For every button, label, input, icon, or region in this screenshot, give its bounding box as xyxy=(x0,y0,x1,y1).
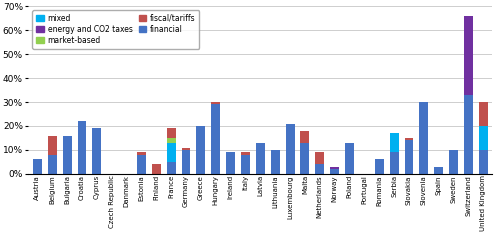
Legend: mixed, energy and CO2 taxes, market-based, fiscal/tariffs, financial: mixed, energy and CO2 taxes, market-base… xyxy=(32,10,199,49)
Bar xyxy=(256,143,265,174)
Bar xyxy=(48,155,57,174)
Bar xyxy=(211,102,220,104)
Bar xyxy=(182,150,191,174)
Bar xyxy=(434,167,443,174)
Bar xyxy=(93,128,101,174)
Bar xyxy=(167,143,176,162)
Bar xyxy=(48,135,57,155)
Bar xyxy=(479,150,488,174)
Bar xyxy=(63,135,72,174)
Bar xyxy=(241,152,250,155)
Bar xyxy=(345,143,354,174)
Bar xyxy=(271,150,280,174)
Bar xyxy=(211,104,220,174)
Bar xyxy=(182,147,191,150)
Bar xyxy=(330,167,339,169)
Bar xyxy=(315,152,324,164)
Bar xyxy=(404,140,413,174)
Bar xyxy=(137,155,146,174)
Bar xyxy=(197,126,205,174)
Bar xyxy=(241,155,250,174)
Bar xyxy=(419,102,428,174)
Bar xyxy=(167,162,176,174)
Bar xyxy=(137,152,146,155)
Bar xyxy=(449,150,458,174)
Bar xyxy=(300,131,309,143)
Bar xyxy=(404,138,413,140)
Bar xyxy=(479,102,488,126)
Bar xyxy=(315,164,324,174)
Bar xyxy=(330,169,339,174)
Bar xyxy=(390,133,398,152)
Bar xyxy=(286,124,295,174)
Bar xyxy=(33,160,42,174)
Bar xyxy=(390,152,398,174)
Bar xyxy=(464,95,473,174)
Bar xyxy=(300,143,309,174)
Bar xyxy=(167,138,176,143)
Bar xyxy=(226,152,235,174)
Bar xyxy=(167,128,176,138)
Bar xyxy=(479,126,488,150)
Bar xyxy=(152,164,161,174)
Bar xyxy=(78,121,87,174)
Bar xyxy=(464,16,473,95)
Bar xyxy=(375,160,384,174)
